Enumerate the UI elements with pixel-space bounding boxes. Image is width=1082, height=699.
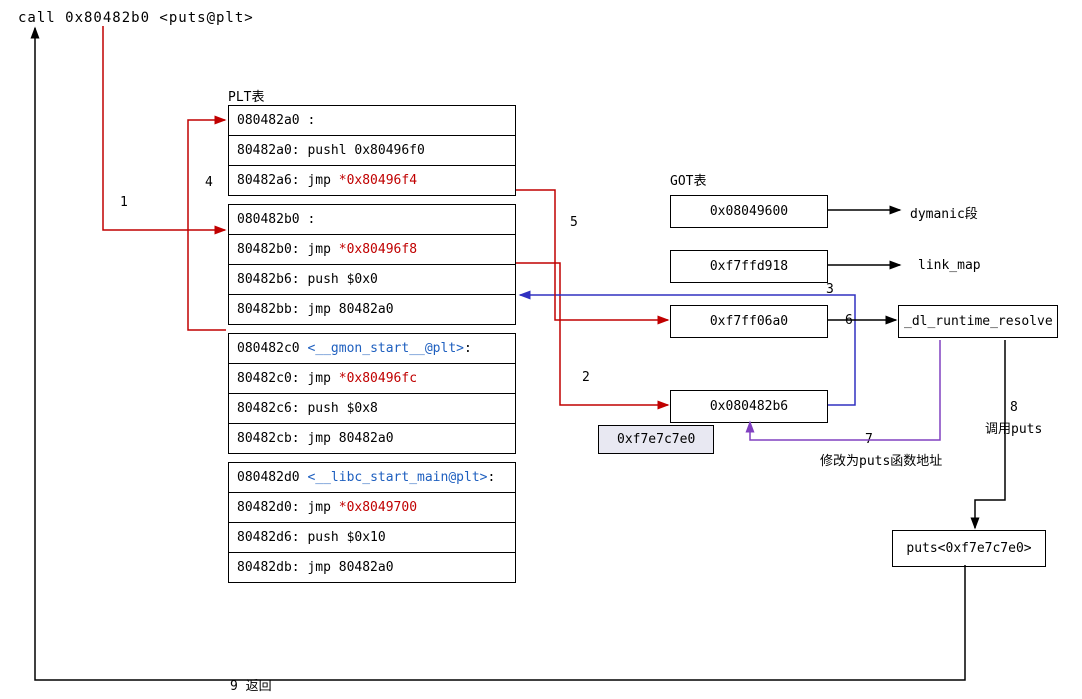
arrows-layer [0, 0, 1082, 699]
